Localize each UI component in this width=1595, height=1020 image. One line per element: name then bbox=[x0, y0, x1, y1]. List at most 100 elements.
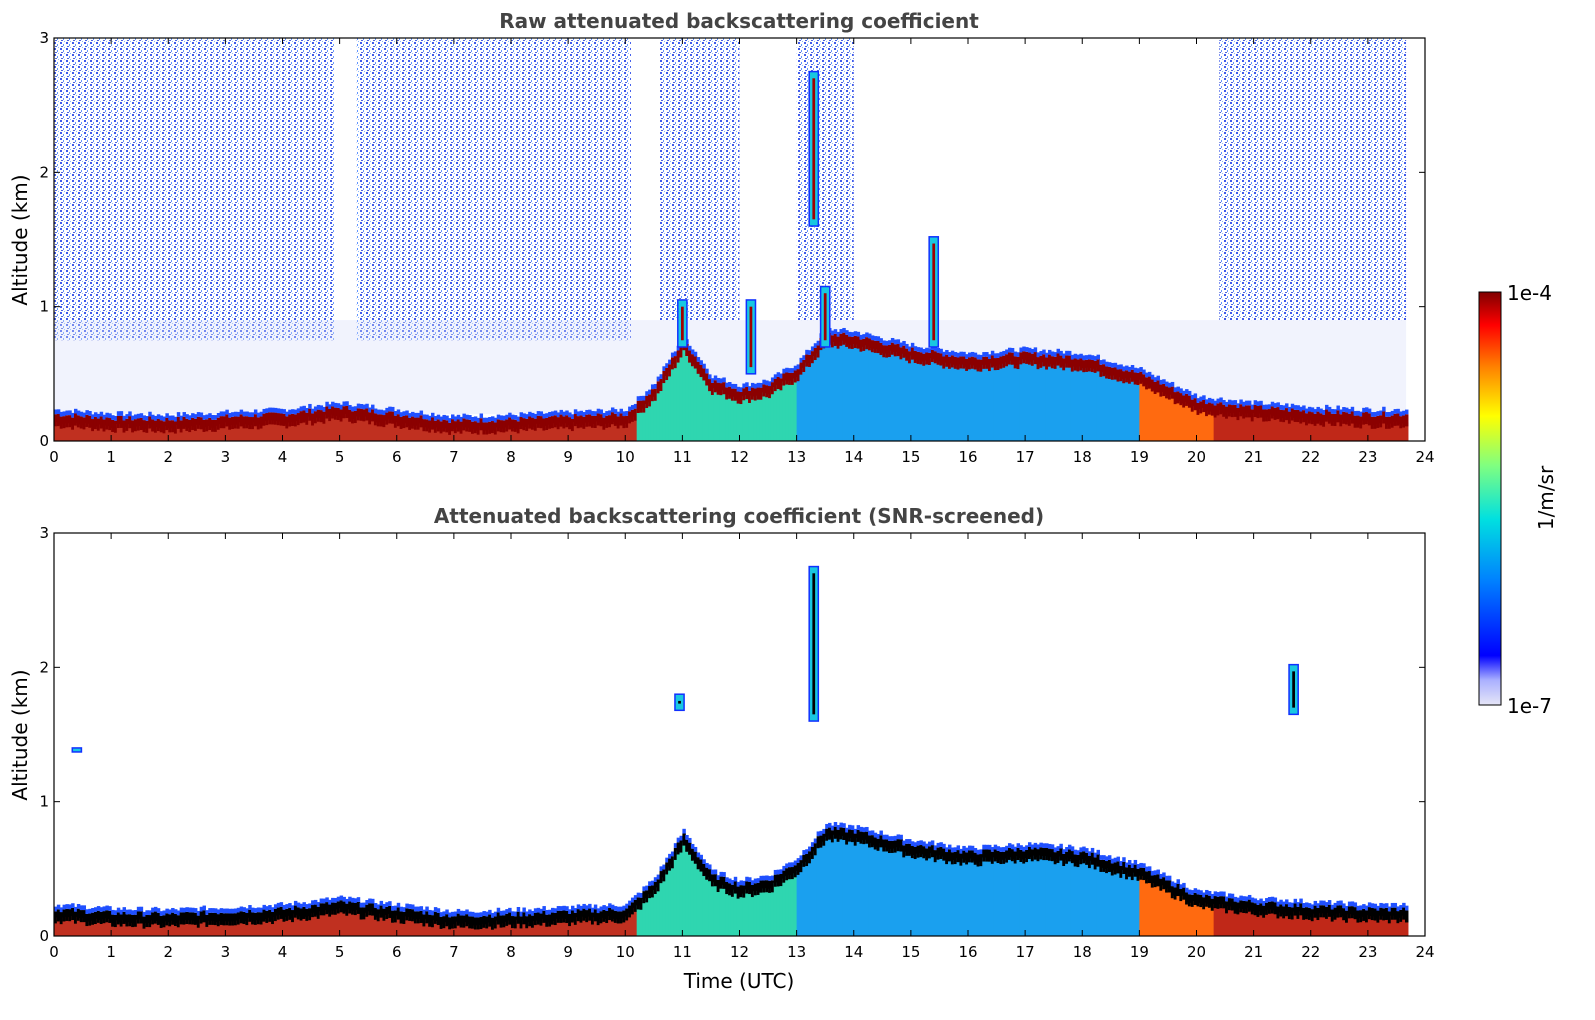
aerosol-column bbox=[76, 423, 81, 441]
boundary-layer-edge bbox=[987, 354, 992, 359]
boundary-layer-band bbox=[1270, 901, 1275, 914]
aerosol-column bbox=[342, 909, 346, 936]
boundary-layer-band bbox=[1065, 355, 1069, 368]
boundary-layer-edge bbox=[373, 903, 378, 908]
aerosol-column bbox=[1316, 419, 1320, 441]
boundary-layer-edge bbox=[1382, 903, 1386, 909]
aerosol-column bbox=[648, 894, 652, 936]
aerosol-column bbox=[1059, 856, 1063, 936]
boundary-layer-band bbox=[1345, 412, 1349, 425]
boundary-layer-band bbox=[482, 422, 486, 435]
noise-region bbox=[54, 38, 334, 341]
boundary-layer-band bbox=[979, 854, 983, 867]
aerosol-column bbox=[987, 367, 992, 441]
aerosol-column bbox=[159, 428, 164, 441]
boundary-layer-band bbox=[713, 380, 718, 393]
aerosol-column bbox=[1233, 909, 1238, 936]
boundary-layer-edge bbox=[848, 824, 852, 830]
boundary-layer-band bbox=[987, 849, 992, 862]
aerosol-column bbox=[259, 920, 264, 936]
boundary-layer-band bbox=[1042, 354, 1046, 367]
boundary-layer-edge bbox=[68, 410, 72, 416]
boundary-layer-edge bbox=[273, 407, 278, 413]
boundary-layer-band bbox=[1253, 404, 1258, 418]
boundary-layer-edge bbox=[922, 348, 926, 354]
boundary-layer-edge bbox=[382, 410, 386, 416]
boundary-layer-edge bbox=[516, 416, 521, 422]
aerosol-column bbox=[845, 840, 849, 936]
boundary-layer-edge bbox=[953, 847, 958, 852]
boundary-layer-edge bbox=[1179, 884, 1183, 889]
aerosol-column bbox=[119, 922, 124, 936]
boundary-layer-edge bbox=[256, 907, 261, 913]
aerosol-column bbox=[322, 911, 326, 936]
boundary-layer-edge bbox=[808, 846, 812, 852]
boundary-layer-edge bbox=[602, 412, 606, 418]
boundary-layer-band bbox=[962, 850, 966, 863]
x-tick-label: 0 bbox=[49, 448, 59, 466]
boundary-layer-band bbox=[225, 913, 229, 926]
boundary-layer-edge bbox=[1370, 903, 1375, 908]
boundary-layer-edge bbox=[456, 414, 461, 420]
boundary-layer-band bbox=[908, 351, 912, 364]
aerosol-column bbox=[910, 355, 915, 441]
aerosol-column bbox=[922, 361, 926, 441]
boundary-layer-edge bbox=[259, 411, 264, 417]
aerosol-column bbox=[745, 395, 749, 441]
boundary-layer-band bbox=[736, 391, 741, 404]
aerosol-column bbox=[256, 920, 261, 936]
aerosol-column bbox=[402, 424, 406, 441]
boundary-layer-band bbox=[1316, 411, 1320, 424]
aerosol-column bbox=[699, 373, 703, 441]
boundary-layer-edge bbox=[1056, 348, 1060, 354]
boundary-layer-edge bbox=[1393, 902, 1398, 908]
boundary-layer-edge bbox=[356, 897, 361, 902]
boundary-layer-band bbox=[439, 421, 444, 434]
aerosol-column bbox=[279, 421, 284, 441]
aerosol-column bbox=[810, 854, 815, 936]
aerosol-column bbox=[1045, 856, 1049, 936]
aerosol-column bbox=[356, 416, 361, 441]
aerosol-column bbox=[899, 355, 903, 441]
boundary-layer-band bbox=[1187, 395, 1192, 408]
boundary-layer-band bbox=[916, 351, 921, 364]
aerosol-column bbox=[402, 919, 406, 936]
boundary-layer-edge bbox=[1276, 901, 1280, 907]
x-tick-label: 16 bbox=[958, 943, 977, 961]
aerosol-column bbox=[528, 424, 532, 441]
x-tick-label: 24 bbox=[1415, 943, 1434, 961]
boundary-layer-band bbox=[505, 419, 509, 432]
aerosol-column bbox=[899, 847, 903, 936]
boundary-layer-band bbox=[542, 910, 546, 923]
boundary-layer-band bbox=[828, 827, 832, 840]
aerosol-column bbox=[1216, 904, 1220, 936]
aerosol-column bbox=[925, 360, 929, 441]
boundary-layer-band bbox=[1076, 359, 1080, 372]
boundary-layer-edge bbox=[542, 906, 546, 911]
boundary-layer-band bbox=[565, 415, 569, 428]
boundary-layer-band bbox=[716, 879, 721, 893]
boundary-layer-band bbox=[739, 391, 743, 405]
aerosol-column bbox=[642, 408, 646, 441]
boundary-layer-edge bbox=[662, 864, 666, 870]
boundary-layer-edge bbox=[985, 844, 989, 850]
boundary-layer-edge bbox=[288, 903, 292, 908]
boundary-layer-edge bbox=[668, 359, 672, 365]
boundary-layer-edge bbox=[382, 903, 386, 909]
colorbar-min-label: 1e-7 bbox=[1507, 694, 1552, 718]
boundary-layer-edge bbox=[588, 409, 592, 415]
boundary-layer-band bbox=[1247, 899, 1252, 912]
boundary-layer-edge bbox=[1325, 404, 1329, 410]
boundary-layer-band bbox=[939, 846, 943, 859]
boundary-layer-band bbox=[1033, 847, 1038, 860]
aerosol-column bbox=[519, 425, 524, 441]
boundary-layer-band bbox=[1225, 406, 1229, 419]
aerosol-column bbox=[1136, 876, 1140, 936]
boundary-layer-band bbox=[933, 850, 938, 863]
boundary-layer-edge bbox=[1207, 891, 1212, 896]
boundary-layer-edge bbox=[530, 412, 535, 418]
aerosol-column bbox=[822, 344, 826, 441]
aerosol-column bbox=[1130, 377, 1135, 441]
boundary-layer-band bbox=[165, 417, 169, 431]
boundary-layer-band bbox=[636, 400, 641, 414]
